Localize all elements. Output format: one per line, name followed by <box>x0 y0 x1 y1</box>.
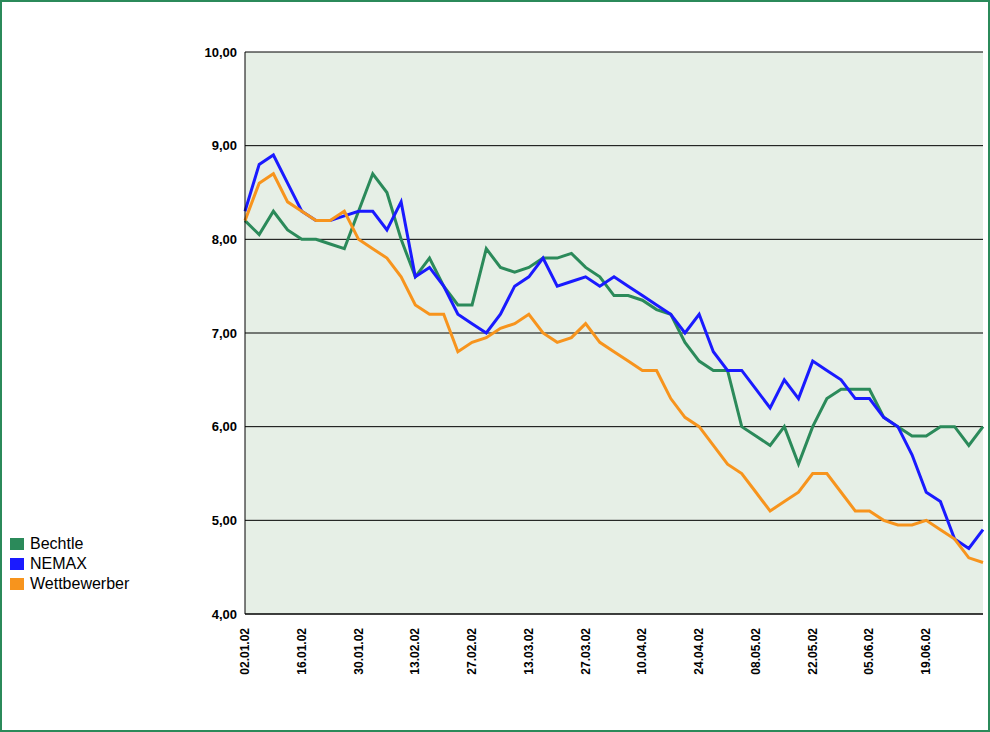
html-text:NEMAX: NEMAX <box>30 555 87 572</box>
svg-text:05.06.02: 05.06.02 <box>862 628 876 675</box>
svg-text:5,00: 5,00 <box>212 513 237 528</box>
svg-text:02.01.02: 02.01.02 <box>238 628 252 675</box>
html-text:Wettbewerber: Wettbewerber <box>30 575 130 592</box>
svg-text:10.04.02: 10.04.02 <box>635 628 649 675</box>
svg-text:9,00: 9,00 <box>212 138 237 153</box>
svg-text:30.01.02: 30.01.02 <box>352 628 366 675</box>
svg-text:7,00: 7,00 <box>212 326 237 341</box>
svg-text:6,00: 6,00 <box>212 419 237 434</box>
svg-text:4,00: 4,00 <box>212 607 237 622</box>
svg-text:27.02.02: 27.02.02 <box>465 628 479 675</box>
svg-text:27.03.02: 27.03.02 <box>579 628 593 675</box>
svg-text:13.03.02: 13.03.02 <box>522 628 536 675</box>
svg-text:22.05.02: 22.05.02 <box>806 628 820 675</box>
svg-text:8,00: 8,00 <box>212 232 237 247</box>
svg-text:24.04.02: 24.04.02 <box>692 628 706 675</box>
svg-text:13.02.02: 13.02.02 <box>408 628 422 675</box>
svg-text:08.05.02: 08.05.02 <box>749 628 763 675</box>
svg-text:19.06.02: 19.06.02 <box>919 628 933 675</box>
svg-text:10,00: 10,00 <box>204 45 237 60</box>
svg-text:16.01.02: 16.01.02 <box>295 628 309 675</box>
html-text:Bechtle: Bechtle <box>30 535 84 552</box>
